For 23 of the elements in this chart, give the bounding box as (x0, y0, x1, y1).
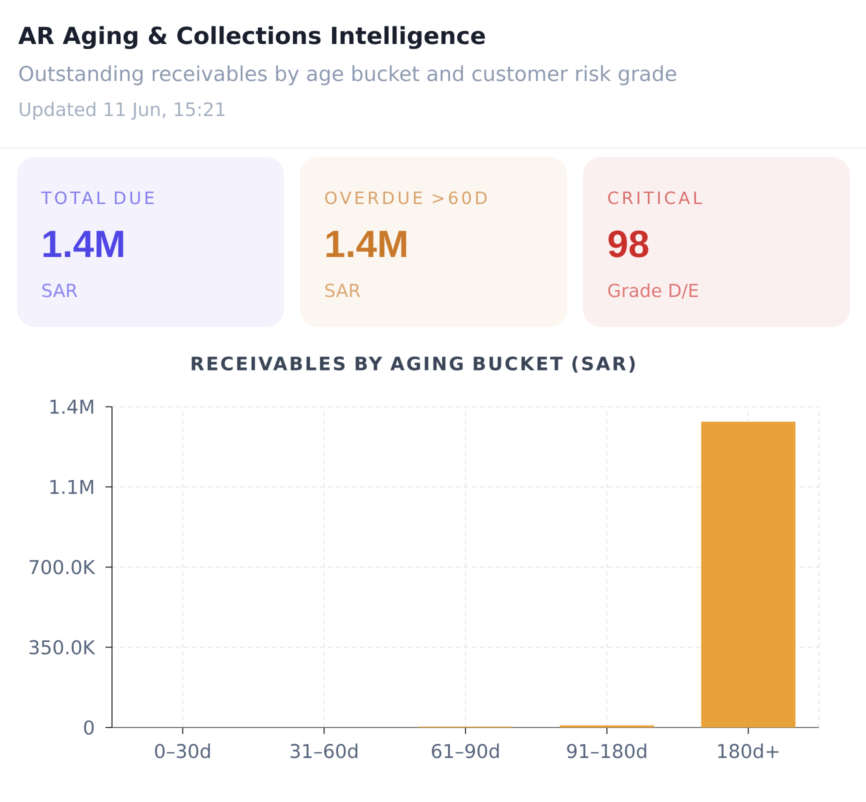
chart-title: RECEIVABLES BY AGING BUCKET (SAR) (192, 356, 635, 373)
text: Updated 11 Jun, 15:21 (20, 102, 225, 120)
x-tick-label: 91–180d (567, 744, 646, 758)
text: Grade D/E (608, 283, 698, 299)
text: TOTAL DUE (41, 191, 154, 204)
y-tick-label: 350.0K (30, 640, 96, 654)
bar (701, 422, 796, 728)
x-tick-label: 180d+ (718, 744, 778, 758)
text: 1.4M (326, 230, 406, 257)
x-tick-label: 0–30d (155, 744, 210, 758)
y-tick-label: 1.4M (50, 400, 94, 414)
text: CRITICAL (608, 191, 702, 204)
y-tick-label: 0 (84, 720, 94, 735)
y-tick-label: 700.0K (30, 560, 96, 574)
x-tick-label: 31–60d (290, 744, 358, 758)
y-tick-label: 1.1M (50, 480, 94, 494)
text: OVERDUE >60D (325, 191, 487, 204)
text: SAR (42, 284, 78, 298)
text: Outstanding receivables by age bucket and customer risk grade (19, 65, 676, 86)
x-tick-label: 61–90d (432, 744, 499, 758)
text: AR Aging & Collections Intelligence (18, 26, 485, 50)
text: 98 (608, 230, 648, 258)
text: SAR (325, 284, 360, 298)
